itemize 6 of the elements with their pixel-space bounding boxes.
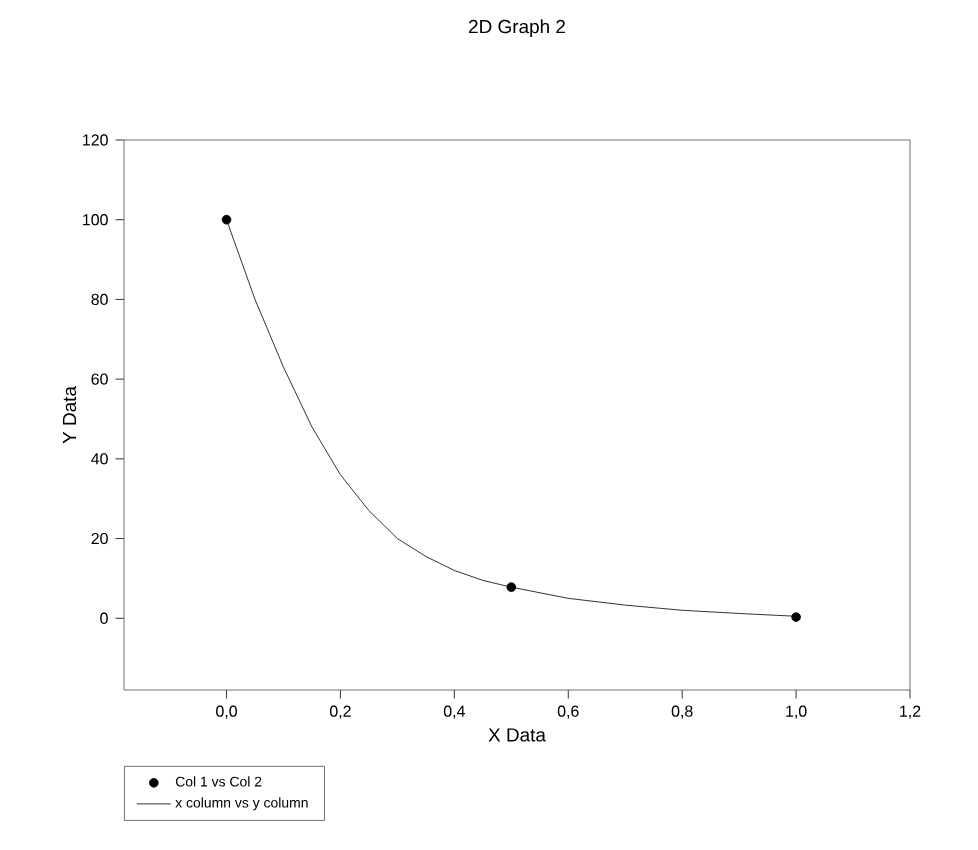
x-axis-title: X Data <box>488 728 546 742</box>
point <box>506 582 517 592</box>
point <box>221 214 232 225</box>
chart-title: 2D Graph 2 <box>469 19 565 38</box>
point <box>791 612 801 622</box>
y-axis-title: Y Data <box>62 386 77 444</box>
